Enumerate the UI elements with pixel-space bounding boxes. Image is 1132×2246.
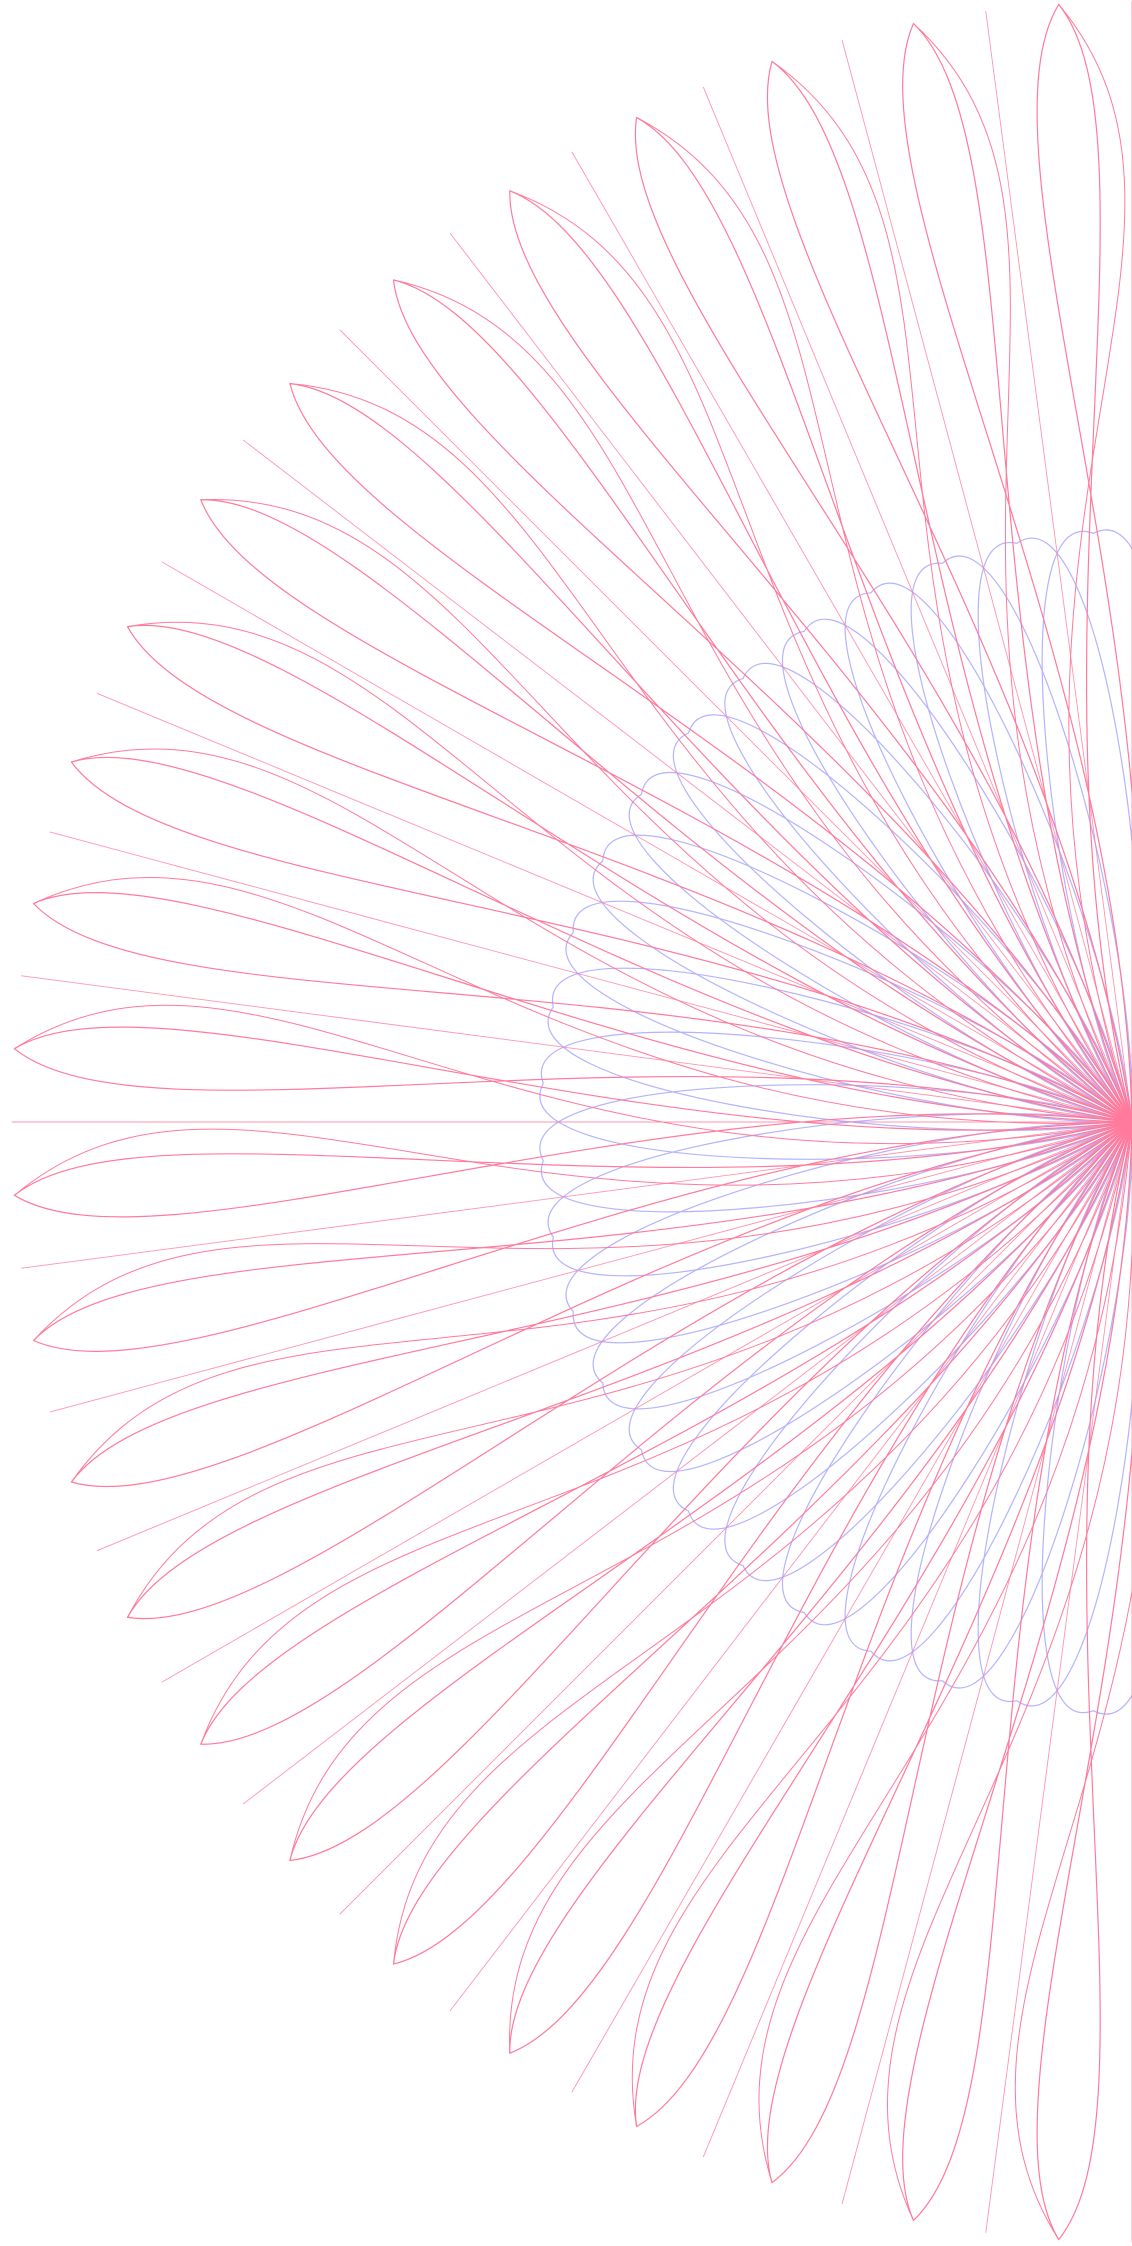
outer-petal (509, 1121, 1132, 2054)
outer-petal-wave (636, 117, 1132, 1123)
ray-line (571, 151, 1132, 1123)
inner-loop (977, 1121, 1132, 1707)
inner-loop (565, 900, 1132, 1123)
ray-line (21, 975, 1132, 1123)
outer-petal-wave (289, 383, 1132, 1123)
ray-line (96, 1121, 1132, 1552)
ray-line (339, 329, 1132, 1123)
inner-loop (1041, 529, 1132, 1123)
ray-line (21, 1121, 1132, 1269)
inner-loop-layer (539, 529, 1132, 1715)
outer-petal-wave (200, 1121, 1132, 1745)
inner-loop (628, 771, 1132, 1123)
inner-loop (910, 555, 1132, 1123)
outer-petal-wave (631, 1121, 1132, 2127)
inner-loop (547, 967, 1132, 1131)
outer-petal-wave (393, 1121, 1132, 1965)
outer-petal-wave (127, 621, 1132, 1123)
inner-loop (628, 1121, 1132, 1473)
ray-line (702, 1121, 1132, 2158)
ray-line (49, 831, 1132, 1123)
inner-loop (781, 1121, 1132, 1626)
ray-line (841, 1121, 1132, 2205)
outer-petal-wave (913, 23, 1132, 1123)
inner-loop (724, 1121, 1132, 1582)
outer-petal (126, 624, 1132, 1123)
outer-petal-wave (70, 748, 1132, 1123)
inner-loop (724, 662, 1132, 1123)
outer-petal-wave (1058, 3, 1132, 1123)
ray-line (985, 11, 1132, 1123)
outer-petal-wave (70, 1121, 1132, 1483)
ray-line (702, 86, 1132, 1123)
inner-loop (539, 1031, 1132, 1160)
outer-petal-wave (393, 279, 1132, 1123)
inner-loop (539, 1084, 1132, 1213)
outer-petal-wave (758, 1121, 1132, 2184)
ray-line (161, 561, 1132, 1123)
inner-loop (781, 618, 1132, 1123)
inner-loop (592, 834, 1132, 1123)
outer-petal (32, 892, 1132, 1123)
ray-line (841, 39, 1132, 1123)
ray-line (571, 1121, 1132, 2093)
ray-line (449, 232, 1132, 1123)
outer-petal (200, 499, 1132, 1123)
outer-petal-wave (509, 190, 1132, 1123)
inner-loop (547, 1113, 1132, 1277)
outer-petal-wave (509, 1121, 1132, 2054)
inner-loop (565, 1121, 1132, 1344)
outer-petal (634, 116, 1132, 1123)
ray-line (242, 439, 1132, 1123)
inner-loop (844, 582, 1132, 1123)
outer-petal-wave (33, 877, 1132, 1124)
outer-petal-wave (13, 1121, 1132, 1196)
outer-petal-layer (13, 3, 1132, 2241)
inner-loop (977, 537, 1132, 1123)
ray-line (339, 1121, 1132, 1915)
inner-loop (672, 714, 1132, 1123)
ray-line (161, 1121, 1132, 1683)
inner-loop (1041, 1121, 1132, 1715)
outer-petal (200, 1121, 1132, 1745)
ray-line (985, 1121, 1132, 2233)
outer-petal (70, 756, 1132, 1123)
outer-petal-wave (127, 1121, 1132, 1618)
outer-petal-wave (771, 60, 1132, 1123)
outer-petal-wave (887, 1121, 1132, 2221)
outer-petal (126, 1121, 1132, 1620)
ray-line (242, 1121, 1132, 1805)
outer-petal (902, 1121, 1132, 2222)
inner-loop (592, 1121, 1132, 1410)
outer-petal (509, 190, 1132, 1123)
outer-petal-wave (1014, 1121, 1132, 2241)
inner-loop (844, 1121, 1132, 1662)
ray-line (96, 692, 1132, 1123)
ray-layer (11, 1, 1132, 2243)
outer-petal (634, 1121, 1132, 2128)
ray-line (449, 1121, 1132, 2012)
inner-loop (672, 1121, 1132, 1530)
ray-line (49, 1121, 1132, 1413)
outer-petal-wave (200, 499, 1132, 1123)
outer-petal-wave (13, 1004, 1132, 1145)
outer-petal-wave (289, 1121, 1132, 1861)
outer-petal (766, 1121, 1132, 2184)
inner-loop (910, 1121, 1132, 1689)
outer-petal-wave (33, 1121, 1132, 1341)
